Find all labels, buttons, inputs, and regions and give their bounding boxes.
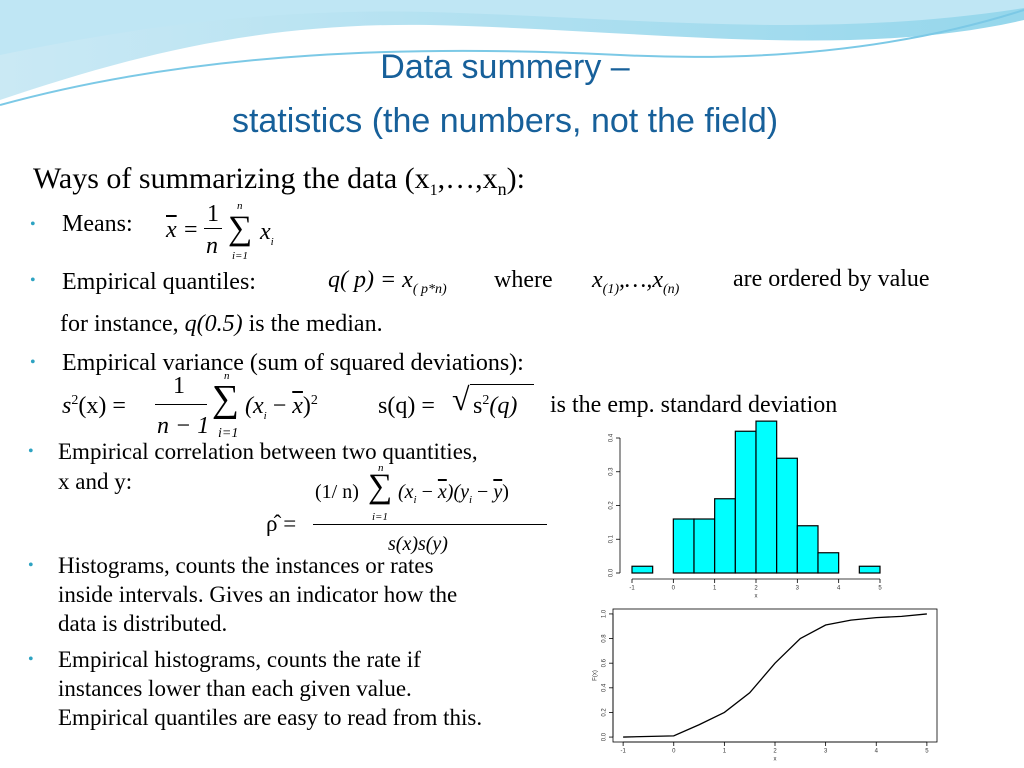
- formula: q( p) = x( p*n): [328, 267, 447, 297]
- formula: xi: [260, 219, 274, 248]
- x-axis-label: x: [755, 594, 758, 600]
- root-line: [470, 384, 534, 385]
- formula: is the emp. standard deviation: [550, 392, 838, 418]
- y-tick-label: 0.2: [602, 708, 608, 717]
- bullet: •: [30, 354, 36, 371]
- correlation-text: Empirical correlation between two quanti…: [58, 439, 478, 464]
- x-tick-label: 4: [875, 749, 879, 755]
- variance-label: Empirical variance (sum of squared devia…: [62, 350, 524, 376]
- x-tick-label: 0: [672, 749, 676, 755]
- intro: Ways of summarizing the data (x1,…,xn):: [33, 162, 525, 199]
- header-wave: [0, 0, 1024, 106]
- x-tick-label: 1: [713, 586, 717, 592]
- bullet-text: Empirical histograms, counts the rate if: [58, 647, 421, 672]
- formula: s2(q): [473, 393, 518, 419]
- formula: 1: [207, 201, 219, 227]
- x-tick-label: 0: [672, 586, 676, 592]
- y-tick-label: 0.3: [609, 467, 615, 476]
- formula: i=1: [372, 511, 388, 523]
- formula: where: [494, 267, 553, 293]
- x-tick-label: 4: [837, 586, 841, 592]
- formula: i=1: [218, 426, 239, 441]
- y-tick-label: 0.1: [609, 534, 615, 543]
- y-tick-label: 0.8: [602, 634, 608, 643]
- formula: n: [206, 233, 218, 259]
- formula: √: [452, 381, 470, 417]
- bullet: •: [30, 272, 36, 289]
- formula: ρ̂ =: [266, 511, 297, 536]
- x-tick-label: -1: [620, 749, 626, 755]
- formula: (xi − x)(yi − y): [398, 481, 509, 506]
- bar: [776, 457, 798, 574]
- x-tick-label: 2: [754, 586, 758, 592]
- formula: x(1),…,x(n): [592, 267, 680, 297]
- y-tick-label: 0.0: [602, 732, 608, 741]
- y-tick-label: 0.4: [602, 683, 608, 692]
- bar: [796, 525, 819, 574]
- bullet: •: [28, 443, 34, 460]
- bar: [714, 498, 736, 574]
- x-tick-label: 3: [796, 586, 800, 592]
- formula: ∑: [228, 210, 253, 247]
- bullet-text: instances lower than each given value.: [58, 676, 412, 701]
- quantile-example: for instance, q(0.5) is the median.: [60, 311, 383, 337]
- formula: (xi − x)2: [245, 393, 318, 422]
- bar: [817, 552, 840, 574]
- formula: 1: [173, 373, 185, 399]
- correlation-text: x and y:: [58, 469, 133, 494]
- bar: [755, 420, 778, 574]
- bar: [693, 518, 716, 574]
- bar: [858, 565, 881, 574]
- formula: x: [166, 217, 177, 243]
- x-tick-label: 3: [824, 749, 828, 755]
- bullet-text: Histograms, counts the instances or rate…: [58, 553, 434, 578]
- y-tick-label: 0.2: [609, 501, 615, 510]
- bullet-text: data is distributed.: [58, 611, 228, 636]
- formula: are ordered by value: [733, 266, 930, 292]
- formula: n: [237, 200, 243, 212]
- fraction-line: [155, 404, 207, 405]
- formula: n − 1: [157, 413, 210, 439]
- x-tick-label: -1: [629, 586, 635, 592]
- formula: n: [378, 462, 384, 474]
- formula: ∑: [212, 378, 240, 420]
- means-label: Means:: [62, 211, 133, 237]
- quantiles-label: Empirical quantiles:: [62, 269, 256, 295]
- bullet-text: Empirical quantiles are easy to read fro…: [58, 705, 483, 730]
- title-line: Data summery –: [380, 48, 630, 86]
- formula: n: [224, 370, 230, 382]
- y-tick-label: 0.0: [609, 568, 615, 577]
- formula: s(x)s(y): [388, 533, 448, 555]
- bullet: •: [28, 651, 34, 668]
- y-axis-label: F(x): [593, 670, 599, 681]
- x-axis-label: x: [774, 757, 777, 763]
- bullet: •: [30, 216, 36, 233]
- chart-background: [567, 588, 960, 768]
- bullet: •: [28, 557, 34, 574]
- title-line: statistics (the numbers, not the field): [231, 102, 779, 140]
- fraction-line: [313, 524, 547, 525]
- x-tick-label: 5: [878, 586, 882, 592]
- formula: s(q) =: [378, 393, 435, 419]
- y-tick-label: 1.0: [602, 609, 608, 618]
- formula: =: [184, 217, 198, 243]
- x-tick-label: 1: [723, 749, 727, 755]
- y-tick-label: 0.4: [609, 433, 615, 442]
- formula: (1/ n): [315, 481, 359, 503]
- formula: i=1: [232, 250, 248, 262]
- formula: s2(x) =: [62, 393, 126, 419]
- fraction-line: [204, 228, 222, 229]
- x-tick-label: 5: [925, 749, 929, 755]
- y-tick-label: 0.6: [602, 658, 608, 667]
- formula: ∑: [368, 468, 393, 505]
- bullet-text: inside intervals. Gives an indicator how…: [58, 582, 458, 607]
- x-tick-label: 2: [773, 749, 777, 755]
- bar: [672, 518, 695, 574]
- bar: [734, 430, 757, 574]
- bar: [631, 565, 654, 574]
- ecdf-line: [623, 613, 927, 738]
